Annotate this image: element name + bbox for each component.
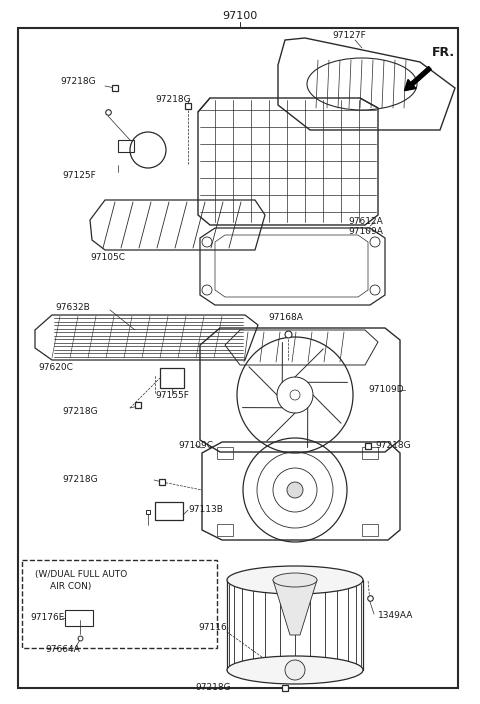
Circle shape [285, 660, 305, 680]
Text: 97620C: 97620C [38, 363, 73, 372]
Text: 97176E: 97176E [30, 613, 64, 622]
Bar [362, 447, 378, 459]
Ellipse shape [227, 656, 363, 684]
Polygon shape [273, 580, 317, 635]
Text: 97113B: 97113B [188, 505, 223, 515]
Text: 97612A: 97612A [348, 218, 383, 227]
Bar [160, 368, 184, 388]
Text: 97109C: 97109C [178, 441, 213, 449]
Ellipse shape [227, 566, 363, 594]
Circle shape [287, 482, 303, 498]
Text: 97218G: 97218G [195, 684, 230, 693]
Text: 97100: 97100 [222, 11, 258, 21]
Text: 97218G: 97218G [155, 96, 191, 104]
Text: 97168A: 97168A [268, 313, 303, 322]
Bar [22, 560, 217, 648]
Text: FR.: FR. [432, 46, 455, 58]
Text: 97109A: 97109A [348, 227, 383, 237]
Text: 97116: 97116 [198, 624, 227, 632]
Ellipse shape [273, 573, 317, 587]
FancyArrow shape [405, 66, 432, 91]
Text: 97105C: 97105C [90, 253, 125, 263]
Text: 97109D: 97109D [368, 386, 404, 394]
Text: 97218G: 97218G [62, 408, 97, 417]
Text: 97218G: 97218G [62, 475, 97, 484]
Text: AIR CON): AIR CON) [50, 582, 91, 591]
Text: 1349AA: 1349AA [378, 612, 413, 620]
Text: 97125F: 97125F [62, 170, 96, 180]
Bar [217, 447, 233, 459]
Text: 97127F: 97127F [332, 30, 366, 39]
Text: (W/DUAL FULL AUTO: (W/DUAL FULL AUTO [35, 570, 127, 579]
Text: 97632B: 97632B [55, 303, 90, 313]
Bar [217, 524, 233, 536]
Text: 97664A: 97664A [45, 646, 80, 655]
Bar [362, 524, 378, 536]
Text: 97155F: 97155F [155, 391, 189, 401]
Text: 97218G: 97218G [375, 441, 410, 451]
Bar [65, 610, 93, 626]
Bar [118, 140, 134, 152]
Text: 97218G: 97218G [60, 77, 96, 87]
Bar [155, 502, 183, 520]
